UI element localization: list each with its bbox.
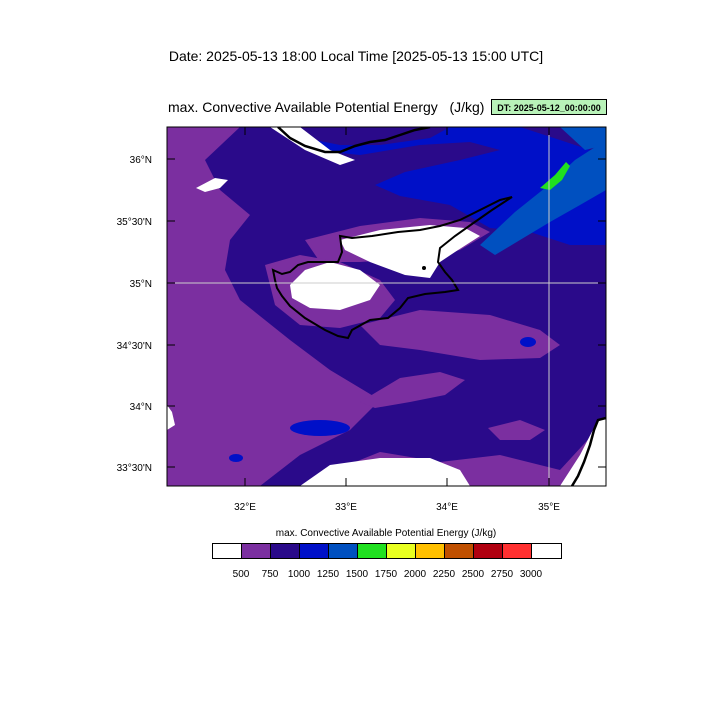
colorbar-swatch [358,544,387,558]
cape-1500-region [560,127,606,150]
cape-below-750-region [167,405,175,430]
colorbar-label: 1750 [374,569,398,580]
cape-750-pocket [360,310,560,360]
lon-label-35e: 35°E [538,502,560,513]
axis-ticks [167,127,606,486]
colorbar-label: 750 [261,569,279,580]
date-line: Date: 2025-05-13 18:00 Local Time [2025-… [168,48,544,64]
cape-below-750-region [270,127,355,165]
lon-label-32e: 32°E [234,502,256,513]
cape-below-750-region [560,418,606,486]
cape-1250-blob [290,420,350,436]
island-dot [422,266,426,270]
colorbar-swatch [416,544,445,558]
colorbar-swatch [300,544,329,558]
colorbar-swatch [271,544,300,558]
legend-title: max. Convective Available Potential Ener… [0,528,720,539]
cape-1500-region [480,140,606,255]
dt-badge: DT: 2025-05-12_00:00:00 [491,99,607,115]
colorbar-label: 2500 [461,569,485,580]
levant-coastline [570,416,606,486]
cape-below-750-region [340,225,480,278]
cape-below-750-region [196,178,228,192]
lat-label-33-30n: 33°30'N [117,463,152,474]
colorbar-label: 2000 [403,569,427,580]
plot-title: max. Convective Available Potential Ener… [168,99,485,115]
page-title: Date: 2025-05-13 18:00 Local Time [2025-… [0,48,720,64]
map-field [167,127,606,486]
colorbar-label: 1500 [345,569,369,580]
cape-1250-blob [229,454,243,462]
colorbar-swatch [213,544,242,558]
colorbar-label: 2250 [432,569,456,580]
lat-label-35n: 35°N [130,279,152,290]
colorbar-swatch [445,544,474,558]
colorbar-swatch [474,544,503,558]
cape-750-pocket [488,420,545,440]
cape-below-750-region [300,458,470,486]
lon-label-33e: 33°E [335,502,357,513]
lat-label-36n: 36°N [130,155,152,166]
lat-label-35-30n: 35°30'N [117,217,152,228]
lat-label-34n: 34°N [130,402,152,413]
colorbar-label: 500 [232,569,250,580]
colorbar-swatch [387,544,416,558]
colorbar-labels: 500 750 1000 1250 1500 1750 2000 2250 2500 2750 30… [0,569,720,583]
cape-750-pocket [360,372,465,408]
colorbar-swatch [532,544,561,558]
cape-1250-blob [520,337,536,347]
cape-1750-region [540,162,570,190]
plot-frame [166,126,607,487]
cyprus-coastline [271,196,513,340]
legend-title-text: max. Convective Available Potential Ener… [275,528,497,539]
colorbar-label: 1250 [316,569,340,580]
colorbar-swatch [503,544,532,558]
colorbar-swatch [242,544,271,558]
colorbar [212,543,562,559]
cape-below-750-region [290,262,380,310]
colorbar-label: 3000 [519,569,543,580]
colorbar-label: 2750 [490,569,514,580]
lon-label-34e: 34°E [436,502,458,513]
turkey-coastline [277,127,431,154]
lat-label-34-30n: 34°30'N [117,341,152,352]
colorbar-swatch [329,544,358,558]
colorbar-label: 1000 [287,569,311,580]
